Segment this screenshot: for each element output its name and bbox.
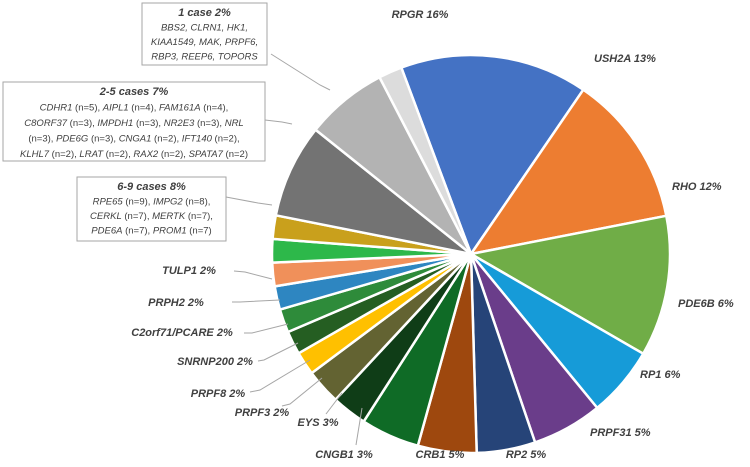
- label-prph2: PRPH2 2%: [148, 297, 204, 309]
- leader-cngb1: [355, 407, 363, 446]
- label-prpf8: PRPF8 2%: [191, 388, 246, 400]
- callout-title: 1 case 2%: [178, 7, 231, 19]
- callout-title: 2-5 cases 7%: [99, 86, 169, 98]
- label-eys: EYS 3%: [298, 417, 339, 429]
- callout-gene-line: KIAA1549, MAK, PRPF6,: [151, 37, 258, 48]
- callout-gene-line: CERKL (n=7), MERTK (n=7),: [90, 211, 213, 222]
- label-crb1: CRB1 5%: [416, 449, 465, 461]
- callout-two-five: 2-5 cases 7% CDHR1 (n=5), AIPL1 (n=4), FA…: [2, 81, 293, 162]
- label-cngb1: CNGB1 3%: [315, 449, 373, 461]
- leader-snrnp200: [257, 342, 299, 362]
- slice-rho: [469, 214, 672, 355]
- callout-gene-line: CDHR1 (n=5), AIPL1 (n=4), FAM161A (n=4),: [40, 103, 229, 114]
- slice-labels: RPGR 16% USH2A 13% RHO 12% PDE6B 6% RP1 6% PR…: [131, 9, 734, 461]
- leader-tulp1: [233, 270, 273, 280]
- callout-gene-line: PDE6A (n=7), PROM1 (n=7): [91, 226, 211, 237]
- callout-six-nine: 6-9 cases 8% RPE65 (n=9), IMPG2 (n=8), CER…: [76, 176, 273, 242]
- label-prpf3: PRPF3 2%: [235, 407, 290, 419]
- callout-title: 6-9 cases 8%: [117, 181, 186, 193]
- callout-leader: [225, 196, 273, 206]
- leader-prpf8: [249, 359, 311, 393]
- leader-eys: [325, 392, 343, 415]
- callout-gene-line: RPE65 (n=9), IMPG2 (n=8),: [93, 197, 211, 208]
- pie-slices: [270, 53, 672, 455]
- label-prpf31: PRPF31 5%: [590, 427, 651, 439]
- label-rp1: RP1 6%: [640, 369, 681, 381]
- callout-leader: [270, 53, 331, 91]
- label-tulp1: TULP1 2%: [162, 265, 216, 277]
- slice-1-case: [378, 66, 473, 256]
- label-snrnp200: SNRNP200 2%: [177, 356, 253, 368]
- label-rp2: RP2 5%: [506, 449, 547, 461]
- group-callout-boxes: 1 case 2% BBS2, CLRN1, HK1, KIAA1549, MAK,…: [2, 2, 331, 242]
- label-rho: RHO 12%: [672, 181, 722, 193]
- callout-gene-line: BBS2, CLRN1, HK1,: [161, 23, 248, 34]
- leader-prpf3: [281, 377, 323, 407]
- callout-frame: [76, 176, 227, 242]
- slice-ush2a: [469, 88, 668, 256]
- leader-lines: [232, 270, 363, 446]
- label-rpgr: RPGR 16%: [392, 9, 449, 21]
- callout-gene-line: KLHL7 (n=2), LRAT (n=2), RAX2 (n=2), SPA…: [20, 149, 248, 160]
- leader-c2orf71-pcare: [244, 323, 289, 334]
- callout-frame: [2, 81, 266, 162]
- callout-leader: [264, 119, 293, 125]
- callout-one-case: 1 case 2% BBS2, CLRN1, HK1, KIAA1549, MAK,…: [141, 2, 331, 91]
- slice-6-9-cases: [274, 128, 473, 256]
- label-ush2a: USH2A 13%: [594, 53, 656, 65]
- label-pde6b: PDE6B 6%: [678, 298, 734, 310]
- leader-prph2: [232, 299, 281, 303]
- callout-gene-line: RBP3, REEP6, TOPORS: [151, 52, 258, 63]
- callout-gene-line: (n=3), PDE6G (n=3), CNGA1 (n=2), IFT140 …: [28, 134, 239, 145]
- callout-frame: [141, 2, 268, 66]
- slice-rpgr: [400, 53, 585, 256]
- callout-gene-line: C8ORF37 (n=3), IMPDH1 (n=3), NR2E3 (n=3)…: [24, 118, 243, 129]
- label-c2orf71-pcare: C2orf71/PCARE 2%: [131, 327, 233, 339]
